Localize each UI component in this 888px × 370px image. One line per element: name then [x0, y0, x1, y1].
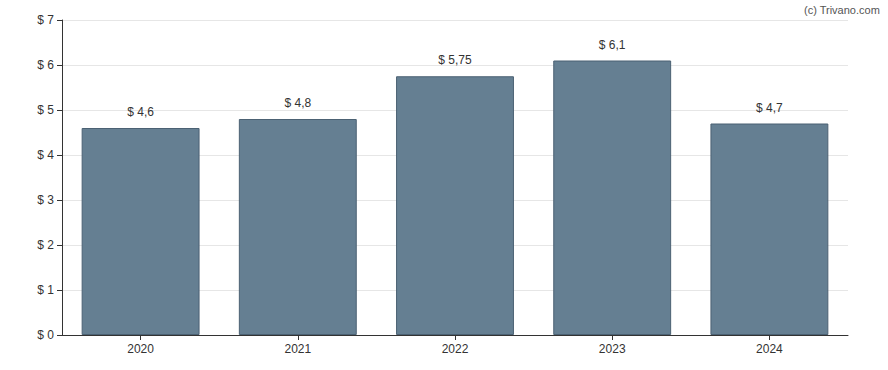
- svg-text:$ 5,75: $ 5,75: [438, 53, 472, 67]
- svg-text:2021: 2021: [284, 342, 311, 356]
- svg-text:$ 6,1: $ 6,1: [599, 38, 626, 52]
- svg-text:$ 5: $ 5: [37, 103, 54, 117]
- svg-text:$ 4,7: $ 4,7: [756, 101, 783, 115]
- svg-text:$ 6: $ 6: [37, 58, 54, 72]
- svg-text:$ 3: $ 3: [37, 193, 54, 207]
- svg-text:$ 4: $ 4: [37, 148, 54, 162]
- svg-text:2022: 2022: [442, 342, 469, 356]
- svg-text:2023: 2023: [599, 342, 626, 356]
- svg-text:$ 4,8: $ 4,8: [284, 96, 311, 110]
- svg-text:2024: 2024: [756, 342, 783, 356]
- svg-text:$ 0: $ 0: [37, 328, 54, 342]
- svg-text:$ 7: $ 7: [37, 13, 54, 27]
- svg-text:$ 1: $ 1: [37, 283, 54, 297]
- svg-text:(c) Trivano.com: (c) Trivano.com: [804, 4, 880, 16]
- svg-text:2020: 2020: [127, 342, 154, 356]
- svg-text:$ 4,6: $ 4,6: [127, 105, 154, 119]
- svg-text:$ 2: $ 2: [37, 238, 54, 252]
